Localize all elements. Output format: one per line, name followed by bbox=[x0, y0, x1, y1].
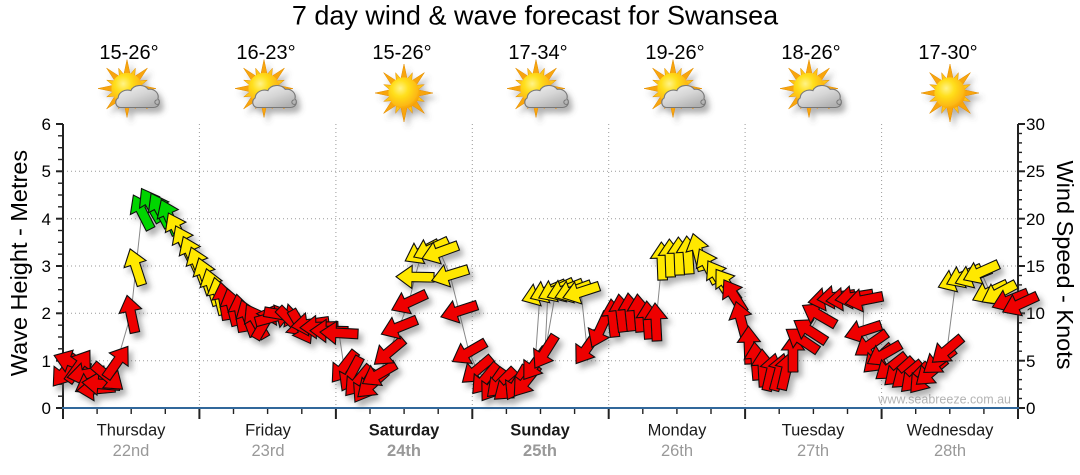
svg-text:5: 5 bbox=[42, 162, 51, 181]
svg-text:24th: 24th bbox=[387, 442, 421, 460]
svg-text:22nd: 22nd bbox=[113, 442, 150, 460]
svg-text:1: 1 bbox=[42, 352, 51, 371]
svg-text:19-26°: 19-26° bbox=[645, 42, 704, 64]
svg-text:15: 15 bbox=[1026, 257, 1045, 276]
svg-text:Friday: Friday bbox=[245, 422, 292, 440]
svg-text:Tuesday: Tuesday bbox=[782, 422, 845, 440]
svg-text:26th: 26th bbox=[661, 442, 693, 460]
svg-text:Wind Speed - Knots: Wind Speed - Knots bbox=[1052, 161, 1078, 370]
svg-text:17-34°: 17-34° bbox=[508, 42, 567, 64]
svg-text:6: 6 bbox=[42, 115, 51, 134]
svg-text:4: 4 bbox=[42, 210, 51, 229]
svg-text:Wave Height - Metres: Wave Height - Metres bbox=[6, 150, 32, 376]
svg-text:0: 0 bbox=[1026, 399, 1035, 418]
svg-text:16-23°: 16-23° bbox=[236, 42, 295, 64]
svg-text:Saturday: Saturday bbox=[369, 422, 440, 440]
svg-text:10: 10 bbox=[1026, 304, 1045, 323]
svg-text:25: 25 bbox=[1026, 162, 1045, 181]
svg-text:18-26°: 18-26° bbox=[781, 42, 840, 64]
svg-text:25th: 25th bbox=[523, 442, 557, 460]
svg-text:Wednesday: Wednesday bbox=[907, 422, 995, 440]
svg-text:2: 2 bbox=[42, 304, 51, 323]
svg-text:15-26°: 15-26° bbox=[372, 42, 431, 64]
svg-text:17-30°: 17-30° bbox=[918, 42, 977, 64]
svg-text:28th: 28th bbox=[934, 442, 966, 460]
svg-text:15-26°: 15-26° bbox=[99, 42, 158, 64]
svg-text:0: 0 bbox=[42, 399, 51, 418]
svg-text:7 day wind & wave forecast for: 7 day wind & wave forecast for Swansea bbox=[292, 1, 779, 31]
svg-text:Sunday: Sunday bbox=[510, 422, 570, 440]
svg-text:5: 5 bbox=[1026, 352, 1035, 371]
svg-text:20: 20 bbox=[1026, 210, 1045, 229]
svg-text:Monday: Monday bbox=[648, 422, 707, 440]
svg-text:27th: 27th bbox=[797, 442, 829, 460]
svg-text:30: 30 bbox=[1026, 115, 1045, 134]
svg-text:www.seabreeze.com.au: www.seabreeze.com.au bbox=[877, 393, 1011, 407]
svg-text:23rd: 23rd bbox=[251, 442, 284, 460]
svg-text:3: 3 bbox=[42, 257, 51, 276]
svg-text:Thursday: Thursday bbox=[97, 422, 167, 440]
